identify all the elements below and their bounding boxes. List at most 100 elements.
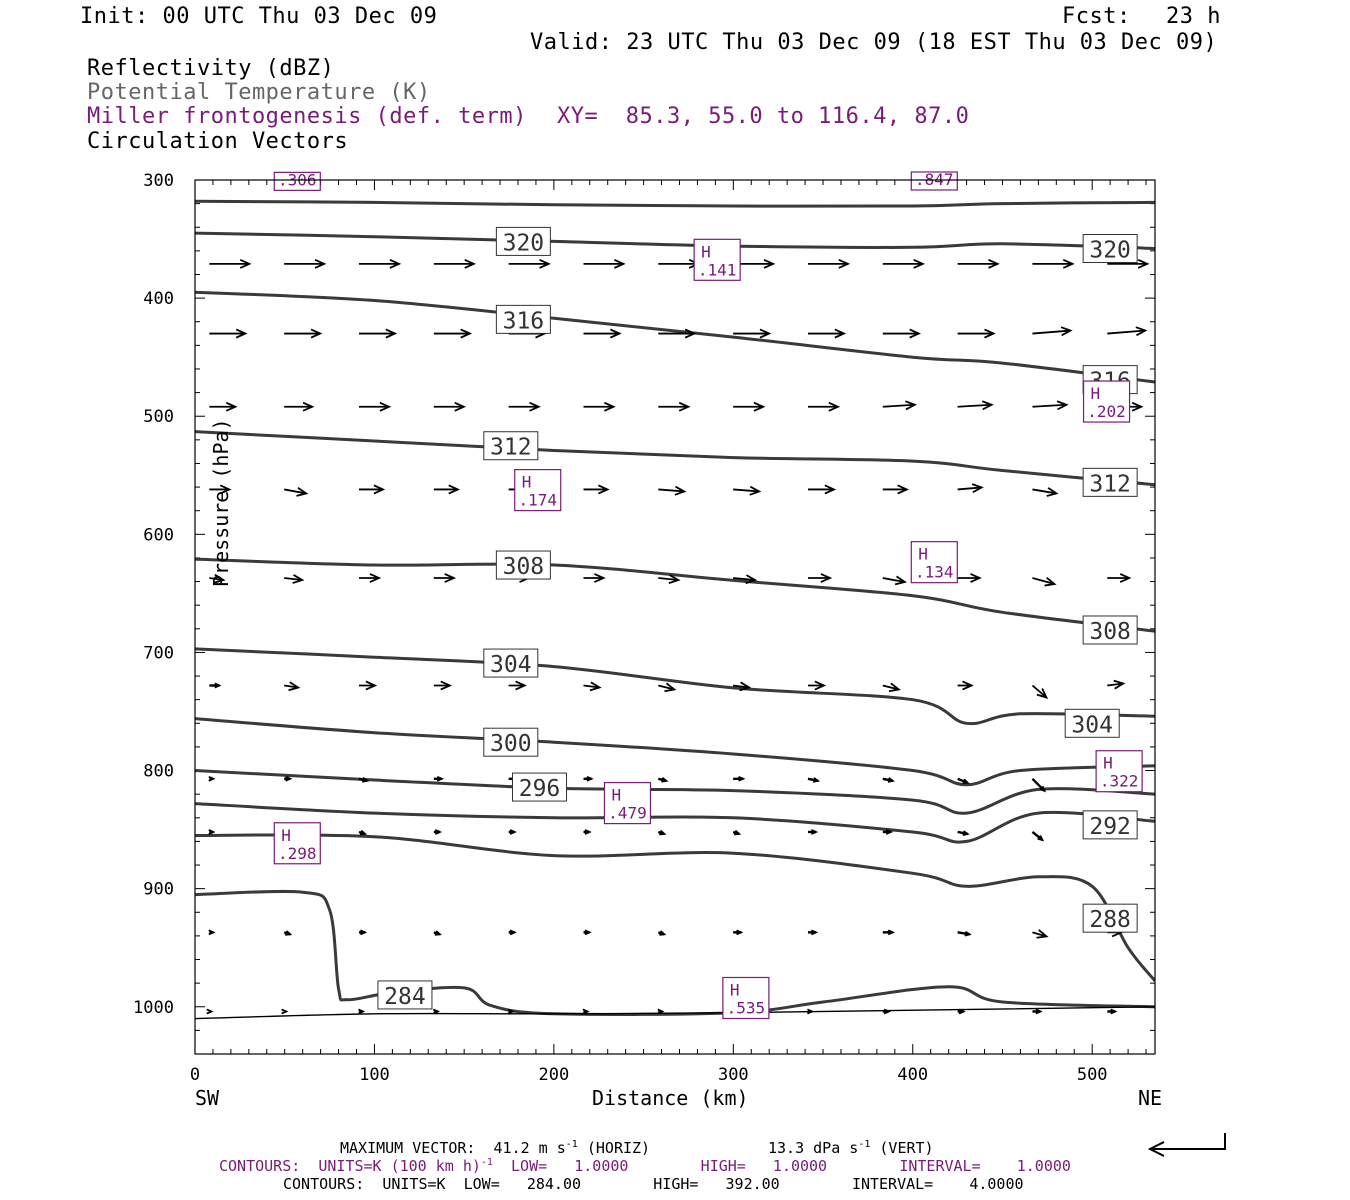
circulation-vector (209, 258, 252, 269)
circulation-vector (209, 401, 238, 412)
circulation-vector (1032, 258, 1075, 269)
circulation-vector (957, 930, 972, 937)
theta-contour-surface (195, 1006, 1155, 1020)
circulation-vector (1031, 684, 1049, 699)
svg-text:.298: .298 (278, 844, 317, 863)
circulation-vector (807, 258, 851, 269)
theta-contour-label: 316 (495, 304, 551, 334)
circulation-vector (807, 829, 819, 835)
circulation-vector (1257, 779, 1269, 785)
circulation-vector (882, 777, 895, 783)
svg-text:296: 296 (519, 776, 561, 802)
circulation-vector (433, 573, 457, 583)
circulation-vector (807, 328, 847, 339)
circulation-vector (1182, 775, 1194, 779)
frontogenesis-maximum: H.141 (693, 238, 741, 281)
theta-contour-label: 288 (1082, 903, 1138, 933)
x-tick-label: 300 (718, 1065, 749, 1085)
theta-contour-316 (195, 290, 1155, 384)
y-tick-label: 700 (143, 643, 174, 663)
theta-contour-296 (195, 769, 1155, 815)
circulation-vector (1031, 777, 1046, 793)
circulation-vector (1182, 1009, 1188, 1013)
x-tick-label: 500 (1077, 1065, 1108, 1085)
theta-contour-label: 320 (1082, 234, 1138, 264)
x-tick-label: 100 (359, 1065, 390, 1085)
circulation-vector (1257, 485, 1281, 493)
circulation-vector (284, 681, 301, 692)
svg-text:292: 292 (1089, 814, 1131, 840)
svg-text:320: 320 (1089, 238, 1131, 264)
circulation-vector (359, 401, 392, 412)
circulation-vector (209, 682, 222, 689)
circulation-vector (583, 484, 610, 495)
circulation-vector (359, 573, 382, 583)
circulation-vector (209, 328, 248, 339)
field-potential-temperature: Potential Temperature (K) (87, 80, 431, 105)
circulation-vector (658, 682, 677, 693)
circulation-vector (284, 775, 293, 782)
circulation-vector (882, 575, 907, 586)
theta-contour-label: 308 (495, 550, 551, 580)
circulation-vector (583, 401, 616, 412)
circulation-vector (1257, 574, 1279, 582)
circulation-vector (657, 930, 667, 936)
cross-section-xy: XY= 85.3, 55.0 to 116.4, 87.0 (557, 104, 970, 129)
circulation-vector (358, 777, 370, 783)
circulation-vector (658, 401, 691, 412)
svg-text:H: H (281, 826, 291, 845)
svg-text:284: 284 (384, 984, 426, 1010)
field-circulation-vectors: Circulation Vectors (87, 129, 349, 154)
circulation-vector (957, 777, 970, 784)
circulation-vector (1182, 254, 1224, 264)
svg-text:H: H (1091, 384, 1101, 403)
circulation-vector (1182, 485, 1206, 493)
circulation-vector (1182, 831, 1194, 835)
circulation-vector (433, 328, 473, 339)
x-tick-label: 400 (897, 1065, 928, 1085)
circulation-vector (208, 929, 216, 936)
frontogenesis-maximum: H.322 (1095, 750, 1143, 793)
svg-text:.141: .141 (698, 260, 737, 279)
circulation-vector (1257, 1009, 1263, 1013)
circulation-vector (583, 775, 594, 782)
circulation-vector (284, 258, 327, 269)
y-tick-label: 1000 (133, 998, 174, 1018)
svg-text:304: 304 (490, 652, 532, 678)
circulation-vector (957, 258, 1000, 269)
circulation-vector (1107, 679, 1126, 690)
svg-text:H: H (1103, 754, 1113, 773)
circulation-vector (359, 328, 398, 339)
theta-contour-label: 312 (1082, 467, 1138, 497)
frontogenesis-maximum: H.134 (910, 541, 958, 584)
theta-contour-label: 296 (512, 772, 568, 802)
circulation-vector (358, 1008, 366, 1015)
svg-text:.322: .322 (1100, 772, 1139, 791)
sw-label: SW (195, 1086, 220, 1110)
max-vector-info: MAXIMUM VECTOR: 41.2 m s-1 (HORIZ) (340, 1139, 651, 1157)
circulation-vector (358, 829, 368, 836)
circulation-vector (1031, 831, 1045, 842)
circulation-vector (583, 258, 626, 269)
circulation-vector (433, 775, 445, 782)
circulation-vector (433, 484, 461, 495)
frontogenesis-maximum: H.479 (603, 782, 652, 825)
y-tick-label: 300 (143, 171, 174, 191)
circulation-vector (432, 1008, 441, 1015)
circulation-vector (882, 484, 909, 495)
frontogenesis-maximum: H.298 (273, 822, 321, 865)
circulation-vector (508, 680, 527, 691)
circulation-vector (583, 829, 592, 835)
circulation-vector (359, 680, 378, 691)
valid-time: Valid: 23 UTC Thu 03 Dec 09 (18 EST Thu … (530, 30, 1218, 55)
theta-contour-label: 320 (495, 226, 551, 256)
circulation-vector (1032, 929, 1049, 939)
circulation-vector (1107, 326, 1148, 337)
circulation-vector (807, 401, 841, 412)
circulation-vector (807, 929, 819, 936)
circulation-vector (733, 401, 766, 412)
circulation-vector (508, 929, 517, 936)
x-tick-label: 0 (190, 1065, 200, 1085)
svg-text:316: 316 (503, 308, 545, 334)
